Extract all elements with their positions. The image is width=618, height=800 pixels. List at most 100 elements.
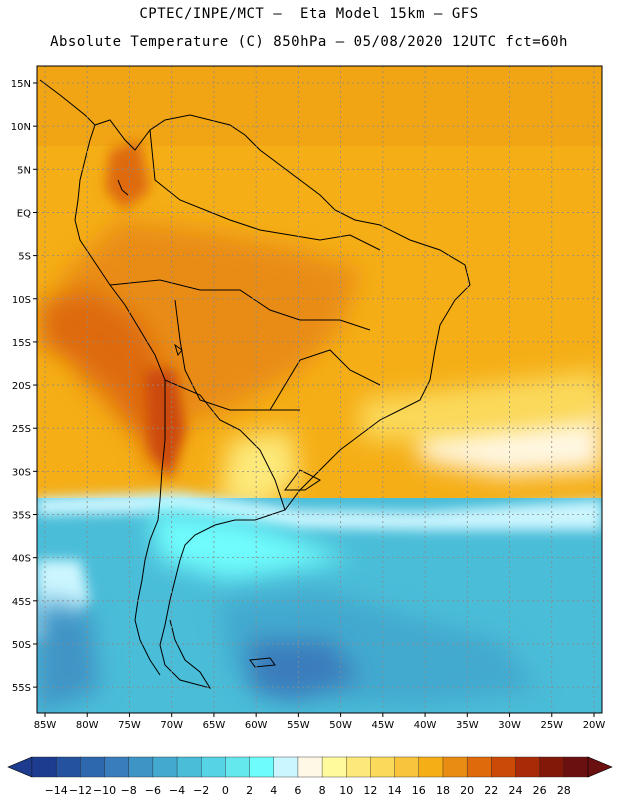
colorbar-label: −4 [169,784,185,797]
lon-label: 80W [76,720,99,731]
title-line-2: Absolute Temperature (C) 850hPa – 05/08/… [50,34,568,50]
colorbar-segment [297,756,323,778]
lat-label: EQ [17,208,31,219]
colorbar-label: 26 [533,784,547,797]
field-pacific-cold [37,600,100,713]
colorbar-arrow-left [7,756,33,778]
colorbar-label: 10 [339,784,353,797]
lon-label: 45W [372,720,395,731]
colorbar-label: 24 [508,784,522,797]
lat-label: 10S [12,295,31,306]
lon-label: 40W [414,720,437,731]
colorbar-segment [249,756,275,778]
lon-label: 25W [540,720,563,731]
map-frame [36,65,603,714]
field-colombia-hot [105,140,150,210]
lat-label: 15N [11,79,31,90]
lat-label: 30S [12,467,31,478]
lat-label: 5S [18,252,31,263]
colorbar-label: 8 [319,784,326,797]
lat-lon-grid [37,66,602,713]
field-atlantic-yellow [360,370,602,440]
colorbar-label: 14 [388,784,402,797]
colorbar-label: 2 [246,784,253,797]
latitude-labels: 15N 10N 5N EQ 5S 10S 15S 20S 25S 30S 35S 40S 45S 50S 5… [11,79,37,694]
colorbar-segment [80,756,106,778]
lon-label: 20W [583,720,606,731]
lon-label: 35W [456,720,479,731]
colorbar-segment [491,756,517,778]
colorbar-label: 12 [363,784,377,797]
title-line-1: CPTEC/INPE/MCT – Eta Model 15km – GFS [139,6,479,22]
lat-label: 10N [11,122,31,133]
colorbar-segment [225,756,251,778]
lat-label: 45S [12,597,31,608]
colorbar-segment [128,756,154,778]
lat-label: 35S [12,511,31,522]
lon-label: 30W [498,720,521,731]
colorbar-segment [370,756,396,778]
falklands [249,657,276,668]
colorbar-labels: −14 −12 −10 −8 −6 −4 −2 0 2 4 6 8 10 12 14 16 18 20 22 24 26… [45,784,571,797]
lon-label: 60W [245,720,268,731]
colorbar-segment [563,756,589,778]
lon-label: 65W [203,720,226,731]
field-north-band [37,66,602,146]
colorbar-segment [515,756,541,778]
colorbar-segment [418,756,444,778]
colorbar-label: 0 [222,784,229,797]
field-cold-tongue-light [150,510,350,580]
lon-label: 50W [329,720,352,731]
colorbar-segment [346,756,372,778]
lat-label: 50S [12,640,31,651]
lake-titicaca [174,343,183,357]
colorbar-segment [201,756,227,778]
colorbar-segment [176,756,202,778]
lat-label: 40S [12,554,31,565]
border-states [269,349,381,411]
colorbar-segment [321,756,347,778]
colorbar-arrow-right [587,756,613,778]
colorbar-segment [442,756,468,778]
lat-label: 25S [12,424,31,435]
lon-label: 75W [118,720,141,731]
colorbar-segment [394,756,420,778]
colorbar-label: 28 [557,784,571,797]
colorbar-label: −10 [93,784,116,797]
border-argentina [164,379,286,511]
lon-label: 70W [160,720,183,731]
border-north [149,129,381,251]
longitude-labels: 85W 80W 75W 70W 65W 60W 55W 50W 45W 40W 35W 30W 25W 2… [34,713,606,731]
field-atlantic-colder [250,640,360,700]
colorbar-segment [31,756,57,778]
colorbar-label: 22 [484,784,498,797]
lon-label: 55W [287,720,310,731]
border-amazon [109,279,371,331]
colorbar-segment [539,756,565,778]
colorbar-label: −6 [145,784,161,797]
colorbar-label: −2 [193,784,209,797]
colorbar-label: −8 [121,784,137,797]
coast-atlantic [39,79,471,689]
colorbar-label: 20 [460,784,474,797]
lon-label: 85W [34,720,57,731]
colorbar [7,756,613,778]
temperature-field [37,66,602,713]
field-uruguay [220,430,300,510]
field-front-edge [37,492,602,530]
colorbar-segment [55,756,82,778]
lat-label: 15S [12,338,31,349]
colorbar-segment [466,756,493,778]
colorbar-label: 6 [294,784,301,797]
colorbar-label: 4 [270,784,277,797]
colorbar-segment [104,756,130,778]
lat-label: 20S [12,381,31,392]
colorbar-segment [152,756,178,778]
lat-label: 5N [17,165,31,176]
colorbar-segment [273,756,299,778]
colorbar-label: 16 [412,784,426,797]
coastlines [39,79,471,689]
colorbar-label: −12 [69,784,92,797]
colorbar-label: −14 [45,784,68,797]
